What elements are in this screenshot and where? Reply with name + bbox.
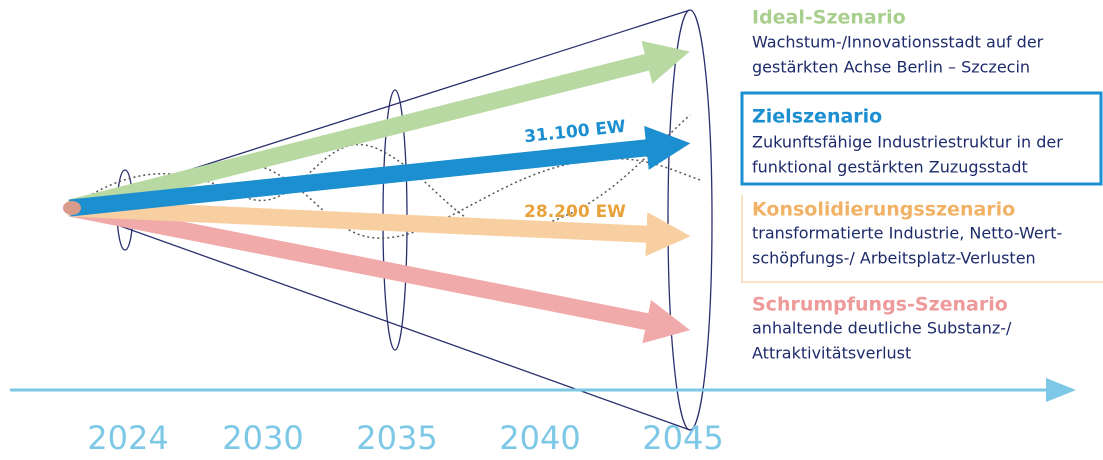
target-box bbox=[740, 91, 1103, 186]
year-label: 2045 bbox=[642, 419, 723, 457]
scenario-text: anhaltende deutliche Substanz-/ bbox=[752, 319, 1012, 338]
scenario-arrows bbox=[67, 40, 691, 344]
ideal-arrow bbox=[67, 40, 690, 217]
scenario-text: funktional gestärkten Zuzugsstadt bbox=[752, 158, 1028, 177]
scenario-title: Schrumpfungs-Szenario bbox=[752, 294, 1008, 316]
scenario-text: Zukunftsfähige Industriestruktur in der bbox=[752, 133, 1063, 152]
shrink-arrow bbox=[68, 199, 691, 344]
consolidation-arrow bbox=[69, 199, 691, 257]
scenario-text: Wachstum-/Innovationsstadt auf der bbox=[752, 33, 1044, 52]
scenario-text: schöpfungs-/ Arbeitsplatz-Verlusten bbox=[752, 249, 1036, 268]
target-value-label: 31.100 EW bbox=[523, 117, 627, 148]
year-label: 2040 bbox=[499, 419, 580, 457]
year-label: 2035 bbox=[356, 419, 437, 457]
consolidation-value-label: 28.200 EW bbox=[524, 202, 626, 222]
year-label: 2024 bbox=[87, 419, 168, 457]
scenario-title: Zielszenario bbox=[752, 106, 882, 128]
scenario-text: transformatierte Industrie, Netto-Wert- bbox=[752, 224, 1062, 243]
timeline-arrowhead bbox=[1046, 378, 1076, 402]
year-label: 2030 bbox=[222, 419, 303, 457]
origin bbox=[63, 201, 81, 215]
scenario-title: Konsolidierungsszenario bbox=[752, 199, 1015, 221]
scenario-title: Ideal-Szenario bbox=[752, 7, 906, 29]
scenario-text: Attraktivitätsverlust bbox=[752, 344, 911, 363]
consolidation-box bbox=[741, 195, 1103, 283]
target-arrow bbox=[69, 125, 691, 217]
scenario-text: gestärkten Achse Berlin – Szczecin bbox=[752, 58, 1030, 77]
